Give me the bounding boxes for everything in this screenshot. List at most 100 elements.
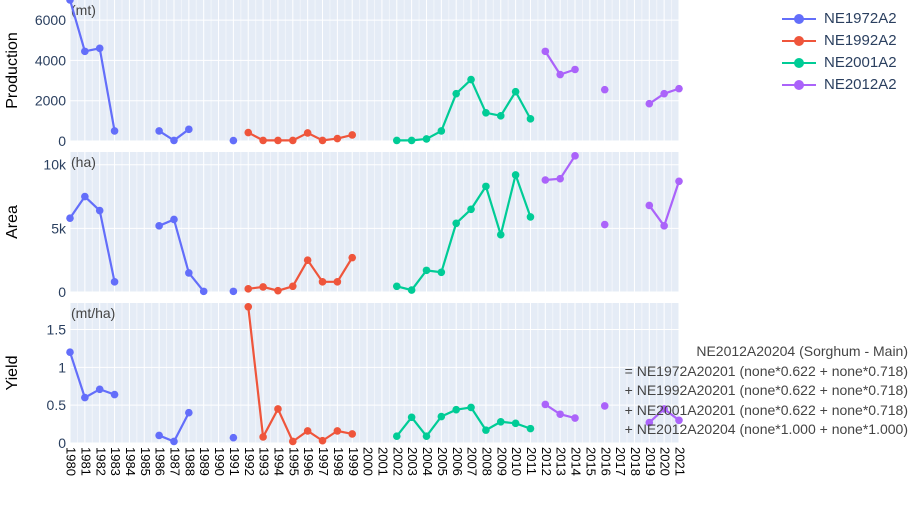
- series-line: [68, 351, 115, 400]
- x-tick-label: 2003: [405, 447, 420, 476]
- x-tick-label: 2005: [435, 447, 450, 476]
- y-axis-title: Yield: [4, 356, 21, 391]
- y-tick-label: 4000: [35, 52, 66, 68]
- x-tick-label: 1998: [331, 447, 346, 476]
- y-tick-label: 0: [58, 133, 66, 149]
- data-point: [511, 419, 520, 428]
- series-ne1992a2: [244, 128, 357, 145]
- series-ne1992a2: [244, 253, 357, 295]
- data-point: [244, 285, 253, 293]
- data-point: [95, 206, 104, 215]
- x-tick-label: 2010: [509, 447, 524, 476]
- y-tick-label: 6000: [35, 12, 66, 28]
- data-point: [422, 432, 431, 440]
- x-tick-label: 1980: [64, 447, 79, 476]
- annotation-line: + NE2001A20201 (none*0.622 + none*0.718): [624, 401, 908, 418]
- x-tick-label: 2014: [569, 447, 584, 476]
- data-point: [571, 414, 579, 422]
- data-point: [333, 278, 342, 286]
- data-point: [185, 408, 193, 417]
- data-point: [66, 214, 74, 222]
- data-point: [95, 44, 104, 53]
- x-tick-label: 1992: [242, 447, 257, 476]
- data-point: [482, 109, 490, 117]
- data-point: [289, 437, 297, 446]
- data-point: [185, 269, 193, 277]
- data-point: [541, 400, 550, 409]
- legend-item-ne2012a2[interactable]: NE2012A2: [780, 74, 910, 96]
- x-tick-label: 2016: [598, 447, 613, 476]
- data-point: [407, 413, 416, 422]
- x-tick-label: 2017: [613, 447, 628, 476]
- data-point: [660, 222, 668, 230]
- data-point: [437, 268, 446, 277]
- y-tick-label: 10k: [43, 157, 67, 173]
- x-tick-label: 1984: [123, 447, 138, 476]
- x-tick-label: 2004: [420, 447, 435, 476]
- legend-item-ne1972a2[interactable]: NE1972A2: [780, 8, 910, 30]
- data-point: [274, 405, 282, 413]
- data-point: [452, 89, 460, 98]
- data-point: [318, 278, 327, 286]
- data-point: [511, 171, 520, 179]
- data-point: [496, 418, 505, 426]
- data-point: [511, 87, 520, 96]
- legend-marker-swatch: [794, 58, 804, 68]
- unit-label: (ha): [71, 154, 96, 170]
- data-point: [155, 431, 163, 440]
- x-tick-label: 2007: [465, 447, 480, 476]
- data-point: [81, 393, 89, 402]
- x-tick-label: 1983: [108, 447, 123, 476]
- y-tick-label: 1.5: [47, 321, 67, 337]
- data-point: [348, 131, 357, 139]
- data-point: [467, 75, 475, 84]
- x-tick-label: 2006: [450, 447, 465, 476]
- data-point: [185, 125, 193, 134]
- y-tick-label: 1: [58, 359, 66, 375]
- formula-annotation: NE2012A20204 (Sorghum - Main) = NE1972A2…: [625, 342, 908, 440]
- x-tick-label: 1982: [93, 447, 108, 476]
- data-point: [66, 348, 74, 356]
- x-tick-label: 1988: [182, 447, 197, 476]
- panel-yield: 0 0.5 1 1.5 Yield (mt/ha): [4, 302, 683, 451]
- data-point: [556, 70, 564, 79]
- data-point: [81, 47, 89, 56]
- x-tick-label: 2021: [673, 447, 688, 476]
- data-point: [422, 135, 431, 143]
- x-tick-label: 2008: [479, 447, 494, 476]
- legend-marker-swatch: [794, 80, 804, 90]
- y-axis-title: Production: [4, 32, 21, 109]
- data-point: [259, 433, 267, 441]
- data-point: [155, 127, 163, 135]
- data-point: [289, 136, 297, 145]
- legend-item-ne1992a2[interactable]: NE1992A2: [780, 30, 910, 52]
- data-point: [303, 427, 312, 435]
- data-point: [660, 89, 668, 98]
- data-point: [274, 136, 282, 145]
- data-point: [571, 152, 579, 160]
- data-point: [170, 215, 178, 224]
- legend-label: NE1972A2: [824, 10, 897, 27]
- data-point: [348, 430, 357, 438]
- data-point: [496, 230, 505, 239]
- series-line: [158, 217, 205, 293]
- x-axis: 1980 1981 1982 1983 1984 1985 1986 1987 1988 1989…: [64, 447, 688, 476]
- x-tick-label: 1990: [212, 447, 227, 476]
- data-point: [526, 424, 535, 433]
- data-point: [110, 127, 119, 135]
- x-tick-label: 1995: [286, 447, 301, 476]
- annotation-line: NE2012A20204 (Sorghum - Main): [696, 343, 908, 359]
- legend-marker-swatch: [794, 36, 804, 46]
- data-point: [600, 220, 609, 229]
- data-point: [110, 278, 119, 286]
- data-point: [437, 127, 446, 135]
- x-tick-label: 2000: [361, 447, 376, 476]
- data-point: [259, 136, 267, 145]
- data-point: [318, 436, 327, 445]
- legend-item-ne2001a2[interactable]: NE2001A2: [780, 52, 910, 74]
- data-point: [556, 410, 564, 419]
- data-point: [259, 283, 267, 291]
- data-point: [333, 427, 342, 435]
- y-tick-label: 0: [58, 435, 66, 451]
